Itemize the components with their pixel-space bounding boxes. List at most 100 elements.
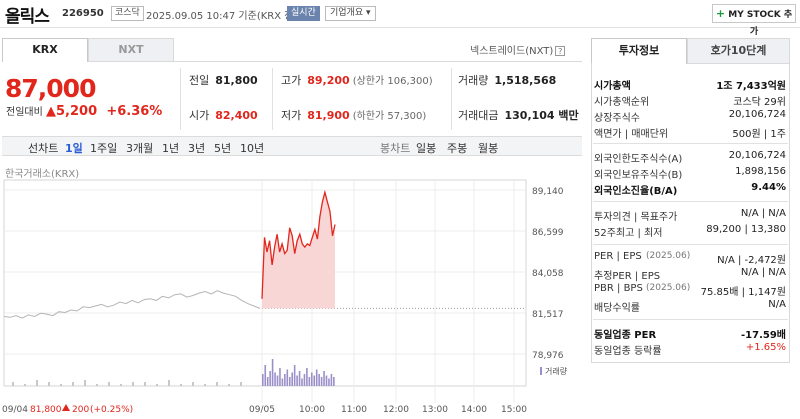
x-tick-label: 11:00: [341, 405, 367, 415]
candle-daily[interactable]: 일봉: [416, 142, 437, 155]
volume-bar: [274, 372, 276, 386]
tab-krx[interactable]: KRX: [2, 38, 88, 62]
realtime-button[interactable]: 실시간: [287, 6, 320, 21]
info-row: 52주최고 | 최저 89,200 | 13,380: [594, 224, 786, 239]
info-period: (2025.06): [646, 251, 691, 261]
prev-change-percent: (+0.25%): [90, 405, 133, 415]
info-row: 동일업종 등락률 +1.65%: [594, 342, 786, 357]
candle-weekly[interactable]: 주봉: [447, 142, 468, 155]
info-row: 액면가 | 매매단위 500원 | 1주: [594, 125, 786, 140]
info-row: 외국인소진율(B/A) 9.44%: [594, 182, 786, 197]
info-label: 상장주식수: [594, 113, 640, 124]
volume-bar: [12, 382, 14, 386]
stat-low: 저가 81,900 (하한가 57,300): [281, 109, 427, 122]
current-price: 87,000: [5, 74, 96, 103]
volume-bar: [298, 371, 301, 386]
info-value: 20,106,724: [728, 150, 786, 161]
y-tick-label: 86,599: [532, 228, 564, 238]
chart-source: 한국거래소(KRX): [5, 169, 80, 180]
volume-bar: [281, 378, 284, 386]
tab-investment-info[interactable]: 투자정보: [591, 38, 687, 64]
volume-bar: [333, 377, 335, 386]
candle-monthly[interactable]: 월봉: [478, 142, 499, 155]
volume-bar: [288, 377, 291, 386]
info-label: 52주최고 | 최저: [594, 228, 663, 239]
volume-bar: [228, 384, 230, 386]
info-row: 시가총액 1조 7,433억원: [594, 77, 786, 92]
x-tick-label: 12:00: [383, 405, 409, 415]
info-row: 추정PER | EPS N/A | N/A: [594, 267, 786, 282]
volume-bar: [36, 380, 38, 386]
info-label: PER | EPS: [594, 251, 642, 262]
volume-bar: [192, 382, 194, 386]
investment-info-panel: [591, 63, 790, 363]
period-5y[interactable]: 5년: [214, 142, 232, 155]
volume-bar: [204, 384, 206, 386]
stat-volume: 거래량 1,518,568: [458, 74, 557, 87]
period-1d[interactable]: 1일: [65, 142, 83, 155]
info-label: 추정PER | EPS: [594, 271, 661, 282]
info-row: 배당수익률 N/A: [594, 299, 786, 314]
x-tick-label: 09/05: [249, 405, 275, 415]
add-my-stock-button[interactable]: + MY STOCK 추가: [712, 4, 796, 37]
change-amount: 5,200: [56, 104, 98, 119]
divider: [272, 68, 273, 130]
period-10y[interactable]: 10년: [240, 142, 265, 155]
volume-bar: [264, 365, 267, 386]
volume-bar: [60, 384, 62, 386]
tab-order-book[interactable]: 호가10단계: [687, 38, 790, 64]
up-arrow-icon: [62, 404, 70, 411]
volume-bar: [271, 359, 274, 386]
help-icon[interactable]: ?: [555, 46, 566, 56]
volume-bar: [72, 382, 74, 386]
volume-bar: [262, 374, 264, 386]
volume-bar: [308, 377, 311, 386]
stat-amount: 거래대금 130,104 백만: [458, 109, 579, 122]
volume-bar: [311, 372, 313, 386]
volume-bar: [325, 375, 328, 386]
period-3y[interactable]: 3년: [188, 142, 206, 155]
volume-bar: [156, 384, 158, 386]
market-badge: 코스닥: [111, 6, 144, 21]
info-value: +1.65%: [745, 342, 786, 353]
period-1w[interactable]: 1주일: [90, 142, 118, 155]
plus-icon: +: [715, 7, 726, 20]
info-value: -17.59배: [741, 330, 786, 341]
company-info-dropdown[interactable]: 기업개요 ▾: [325, 6, 376, 21]
tab-nxt[interactable]: NXT: [88, 38, 174, 62]
x-tick-label: 10:00: [299, 405, 325, 415]
volume-bar: [323, 371, 325, 386]
volume-bar: [330, 374, 333, 386]
info-label: 액면가 | 매매단위: [594, 129, 669, 140]
info-value: 1조 7,433억원: [716, 81, 786, 92]
info-value: 9.44%: [751, 182, 786, 193]
today-line: [261, 189, 336, 299]
volume-bar: [320, 377, 323, 386]
price-chart[interactable]: 89,140 86,599 84,058 81,517 78,976 거래량 09/05 10…: [2, 158, 582, 419]
x-tick-label: 15:00: [501, 405, 527, 415]
volume-bar: [296, 375, 298, 386]
period-1y[interactable]: 1년: [162, 142, 180, 155]
info-value: 75.85배 | 1,147원: [700, 287, 786, 298]
volume-bar: [291, 372, 293, 386]
info-label: 외국인한도주식수(A): [594, 154, 683, 165]
volume-bar: [108, 382, 110, 386]
info-label: 시가총액순위: [594, 97, 650, 108]
volume-bar: [266, 377, 269, 386]
info-period: (2025.06): [646, 283, 691, 293]
volume-bar: [120, 384, 122, 386]
volume-bar: [276, 375, 279, 386]
panel-divider: [593, 244, 788, 245]
info-label: PBR | BPS: [594, 283, 643, 294]
nextrade-link[interactable]: 넥스트레이드(NXT)?: [470, 42, 566, 57]
volume-bar: [216, 382, 218, 386]
info-value: N/A | -2,472원: [717, 255, 786, 266]
x-tick-label: 13:00: [422, 405, 448, 415]
info-label: 투자의견 | 목표주가: [594, 212, 678, 223]
prev-day-label: 09/04: [2, 405, 28, 415]
chevron-down-icon: ▾: [366, 8, 371, 18]
volume-bar: [303, 374, 306, 386]
volume-bar: [132, 382, 134, 386]
panel-divider: [593, 319, 788, 320]
period-3m[interactable]: 3개월: [126, 142, 154, 155]
